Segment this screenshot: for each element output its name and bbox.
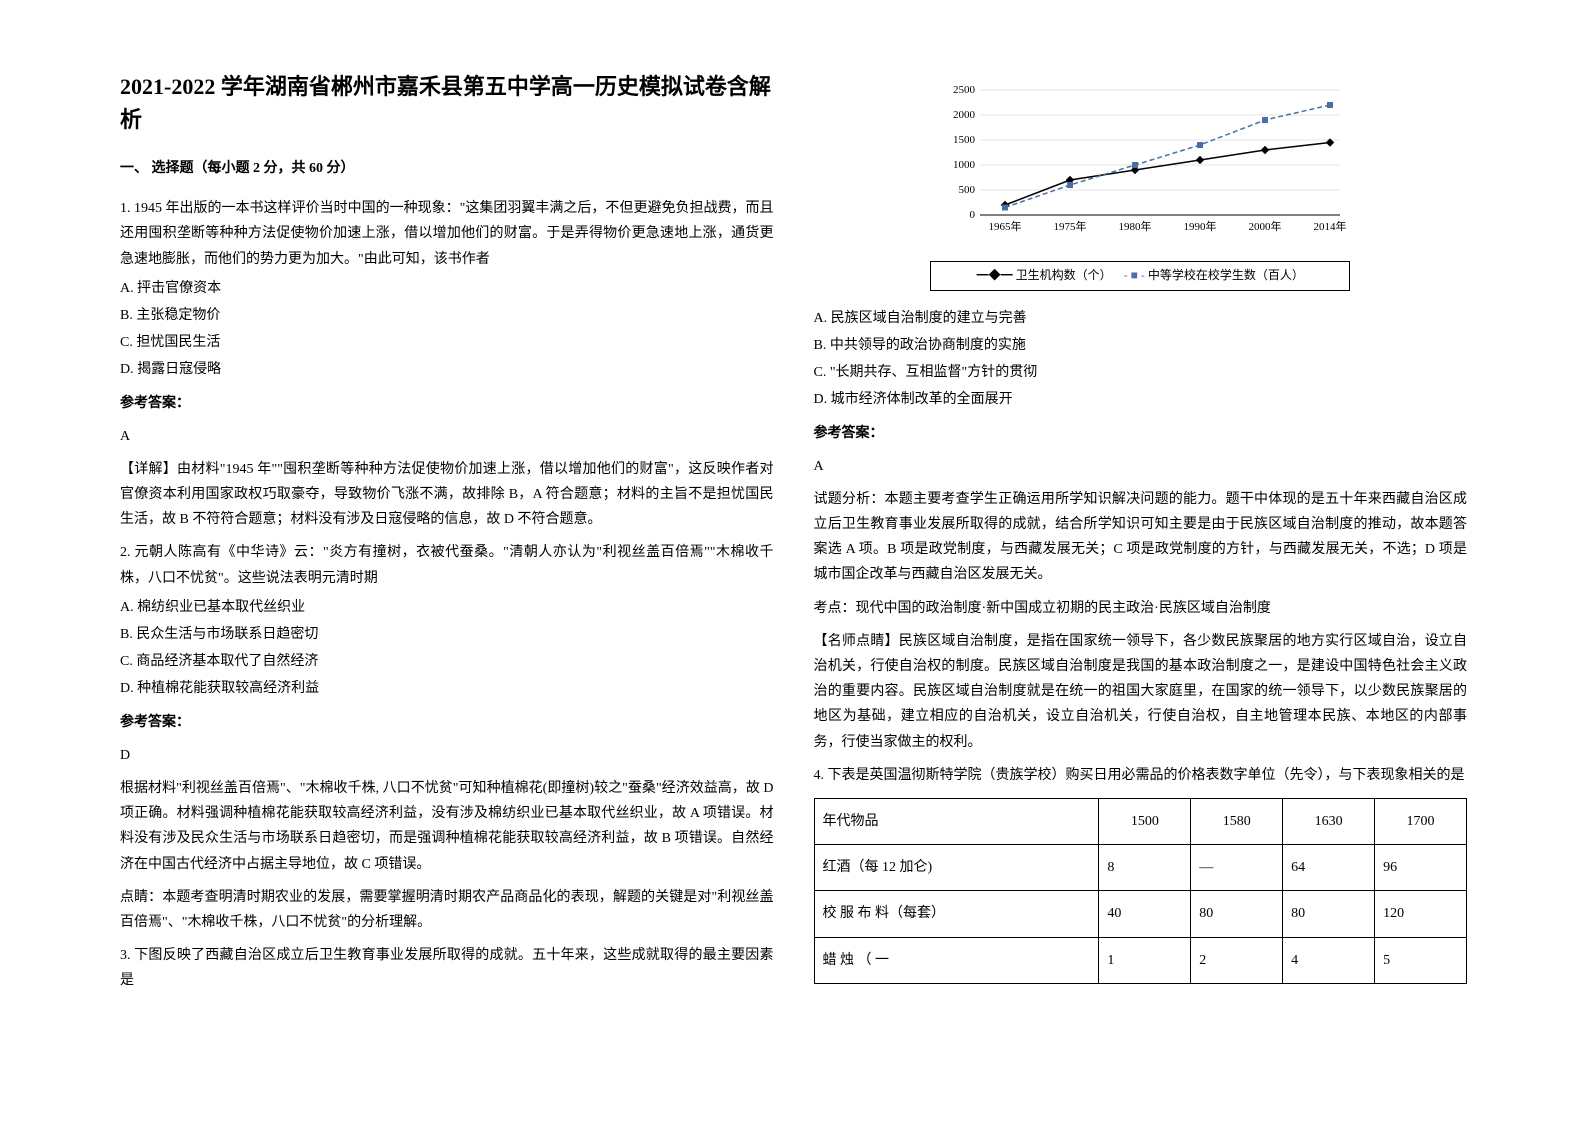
series1-line — [1005, 143, 1330, 206]
table-header-row: 年代物品 1500 1580 1630 1700 — [814, 798, 1467, 844]
th-2: 1580 — [1191, 798, 1283, 844]
question-4-text: 4. 下表是英国温彻斯特学院（贵族学校）购买日用必需品的价格表数字单位（先令），… — [814, 763, 1468, 788]
series1-marker — [1261, 146, 1269, 154]
td: 80 — [1283, 891, 1375, 937]
series2-marker — [1067, 182, 1073, 188]
ytick-1500: 1500 — [953, 134, 976, 146]
q3-explanation2: 考点：现代中国的政治制度·新中国成立初期的民主政治·民族区域自治制度 — [814, 596, 1468, 621]
q2-option-d: D. 种植棉花能获取较高经济利益 — [120, 676, 774, 701]
q2-option-b: B. 民众生活与市场联系日趋密切 — [120, 622, 774, 647]
line-chart-svg: 0 500 1000 1500 2000 2500 1965年 1975年 19… — [930, 70, 1350, 250]
td: 96 — [1375, 845, 1467, 891]
td: 4 — [1283, 937, 1375, 983]
q4-table: 年代物品 1500 1580 1630 1700 红酒（每 12 加仑) 8 —… — [814, 798, 1468, 984]
q3-option-a: A. 民族区域自治制度的建立与完善 — [814, 306, 1468, 331]
series2-line — [1005, 105, 1330, 208]
series2-marker — [1197, 142, 1203, 148]
question-2: 2. 元朝人陈高有《中华诗》云："炎方有撞树，衣被代蚕桑。"清朝人亦认为"利视丝… — [120, 540, 774, 935]
series2-marker — [1002, 205, 1008, 211]
q3-answer-label: 参考答案： — [814, 421, 1468, 446]
th-1: 1500 — [1099, 798, 1191, 844]
series2-marker — [1327, 102, 1333, 108]
q1-option-b: B. 主张稳定物价 — [120, 303, 774, 328]
q2-option-c: C. 商品经济基本取代了自然经济 — [120, 649, 774, 674]
series1-marker — [1196, 156, 1204, 164]
q3-option-d: D. 城市经济体制改革的全面展开 — [814, 387, 1468, 412]
q1-explanation: 【详解】由材料"1945 年""囤积垄断等种种方法促使物价加速上涨，借以增加他们… — [120, 457, 774, 533]
td: 5 — [1375, 937, 1467, 983]
td: 校 服 布 料（每套） — [814, 891, 1099, 937]
td: 40 — [1099, 891, 1191, 937]
td: — — [1191, 845, 1283, 891]
q3-explanation3: 【名师点睛】民族区域自治制度，是指在国家统一领导下，各少数民族聚居的地方实行区域… — [814, 629, 1468, 755]
q2-answer-label: 参考答案： — [120, 710, 774, 735]
td: 120 — [1375, 891, 1467, 937]
table-row: 校 服 布 料（每套） 40 80 80 120 — [814, 891, 1467, 937]
question-1: 1. 1945 年出版的一本书这样评价当时中国的一种现象："这集团羽翼丰满之后，… — [120, 196, 774, 532]
td: 64 — [1283, 845, 1375, 891]
q3-answer: A — [814, 454, 1468, 479]
q1-answer: A — [120, 424, 774, 449]
question-1-text: 1. 1945 年出版的一本书这样评价当时中国的一种现象："这集团羽翼丰满之后，… — [120, 196, 774, 272]
series2-marker — [1132, 162, 1138, 168]
q1-option-a: A. 抨击官僚资本 — [120, 276, 774, 301]
q2-tip: 点睛：本题考查明清时期农业的发展，需要掌握明清时期农产品商品化的表现，解题的关键… — [120, 885, 774, 935]
q2-answer: D — [120, 743, 774, 768]
q2-explanation: 根据材料"利视丝盖百倍焉"、"木棉收千株, 八口不忧贫"可知种植棉花(即撞树)较… — [120, 776, 774, 877]
xtick-1980: 1980年 — [1119, 219, 1152, 233]
question-4: 4. 下表是英国温彻斯特学院（贵族学校）购买日用必需品的价格表数字单位（先令），… — [814, 763, 1468, 984]
xtick-1975: 1975年 — [1054, 219, 1087, 233]
legend-marker-1: ━◆━ — [977, 268, 1013, 282]
series1-marker — [1326, 138, 1334, 146]
q3-option-c: C. "长期共存、互相监督"方针的贯彻 — [814, 360, 1468, 385]
q3-option-b: B. 中共领导的政治协商制度的实施 — [814, 333, 1468, 358]
q3-explanation1: 试题分析：本题主要考查学生正确运用所学知识解决问题的能力。题干中体现的是五十年来… — [814, 487, 1468, 588]
question-3-text: 3. 下图反映了西藏自治区成立后卫生教育事业发展所取得的成就。五十年来，这些成就… — [120, 943, 774, 993]
section-header: 一、 选择题（每小题 2 分，共 60 分） — [120, 156, 774, 181]
q3-chart: 0 500 1000 1500 2000 2500 1965年 1975年 19… — [930, 70, 1350, 291]
legend-label-1: 卫生机构数（个） — [1016, 268, 1112, 282]
chart-legend: ━◆━ 卫生机构数（个） - ■ - 中等学校在校学生数（百人） — [930, 261, 1350, 291]
question-2-text: 2. 元朝人陈高有《中华诗》云："炎方有撞树，衣被代蚕桑。"清朝人亦认为"利视丝… — [120, 540, 774, 590]
xtick-1990: 1990年 — [1184, 219, 1217, 233]
th-4: 1700 — [1375, 798, 1467, 844]
q1-option-c: C. 担忧国民生活 — [120, 330, 774, 355]
td: 蜡 烛 （ 一 — [814, 937, 1099, 983]
xtick-1965: 1965年 — [989, 219, 1022, 233]
ytick-0: 0 — [970, 209, 976, 221]
ytick-1000: 1000 — [953, 159, 976, 171]
table-row: 红酒（每 12 加仑) 8 — 64 96 — [814, 845, 1467, 891]
legend-marker-2: - ■ - — [1124, 268, 1145, 282]
series2-marker — [1262, 117, 1268, 123]
th-0: 年代物品 — [814, 798, 1099, 844]
td: 红酒（每 12 加仑) — [814, 845, 1099, 891]
ytick-500: 500 — [959, 184, 976, 196]
ytick-2500: 2500 — [953, 84, 976, 96]
xtick-2014: 2014年 — [1314, 219, 1347, 233]
xtick-2000: 2000年 — [1249, 219, 1282, 233]
table-row: 蜡 烛 （ 一 1 2 4 5 — [814, 937, 1467, 983]
td: 80 — [1191, 891, 1283, 937]
page-title: 2021-2022 学年湖南省郴州市嘉禾县第五中学高一历史模拟试卷含解析 — [120, 70, 774, 136]
legend-label-2: 中等学校在校学生数（百人） — [1148, 268, 1304, 282]
q1-answer-label: 参考答案： — [120, 391, 774, 416]
q2-option-a: A. 棉纺织业已基本取代丝织业 — [120, 595, 774, 620]
ytick-2000: 2000 — [953, 109, 976, 121]
q1-option-d: D. 揭露日寇侵略 — [120, 357, 774, 382]
td: 1 — [1099, 937, 1191, 983]
td: 2 — [1191, 937, 1283, 983]
question-3-intro: 3. 下图反映了西藏自治区成立后卫生教育事业发展所取得的成就。五十年来，这些成就… — [120, 943, 774, 993]
td: 8 — [1099, 845, 1191, 891]
th-3: 1630 — [1283, 798, 1375, 844]
